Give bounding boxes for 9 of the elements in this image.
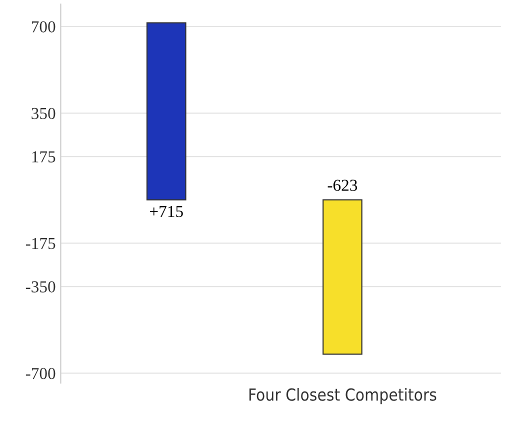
y-tick-label: 350	[32, 108, 56, 120]
data-label: +715	[150, 206, 183, 218]
data-label: -623	[328, 180, 358, 191]
y-tick-label: -700	[26, 368, 56, 380]
x-tick-label: Four Closest Competitors	[249, 388, 436, 404]
y-tick-label: -175	[26, 238, 56, 250]
y-tick-label: 700	[32, 21, 56, 32]
y-tick-label: 175	[32, 151, 56, 162]
y-tick-label: -350	[26, 281, 56, 292]
